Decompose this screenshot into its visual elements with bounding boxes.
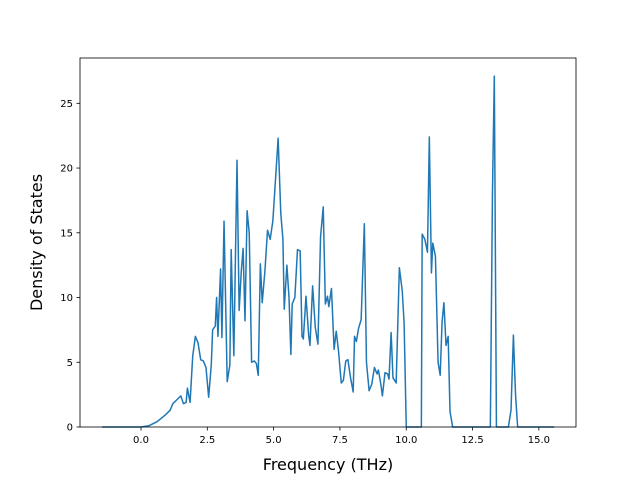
plot-frame [79, 57, 577, 428]
x-tick-label: 0.0 [133, 435, 149, 446]
x-tick-label: 12.5 [461, 435, 483, 446]
y-tick-label: 5 [67, 358, 73, 369]
x-tick-label: 7.5 [332, 435, 348, 446]
y-axis-label: Density of States [27, 174, 46, 311]
y-tick-label: 20 [60, 164, 73, 175]
x-tick-label: 5.0 [266, 435, 282, 446]
y-tick-label: 10 [60, 293, 73, 304]
x-tick-label: 15.0 [528, 435, 550, 446]
x-axis-label: Frequency (THz) [263, 455, 393, 474]
y-tick-label: 15 [60, 228, 73, 239]
x-tick-label: 10.0 [395, 435, 417, 446]
y-tick-label: 0 [67, 423, 73, 434]
y-tick-label: 25 [60, 99, 73, 110]
line-series [102, 75, 555, 428]
x-tick-label: 2.5 [199, 435, 215, 446]
